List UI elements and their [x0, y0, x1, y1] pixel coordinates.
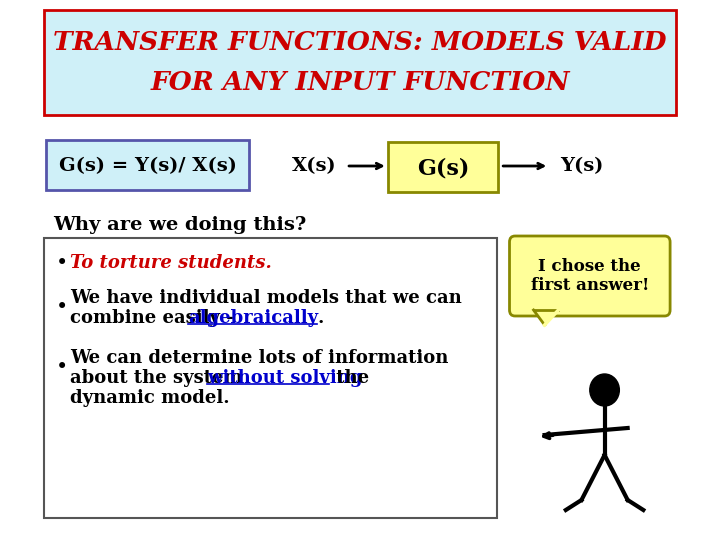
Text: G(s): G(s) [417, 157, 469, 179]
Text: combine easily -: combine easily - [71, 309, 240, 327]
Text: algebraically: algebraically [189, 309, 318, 327]
Text: TRANSFER FUNCTIONS: MODELS VALID: TRANSFER FUNCTIONS: MODELS VALID [53, 30, 667, 55]
Text: without solving: without solving [207, 369, 362, 387]
Text: •: • [55, 298, 68, 316]
Text: Why are we doing this?: Why are we doing this? [53, 216, 307, 234]
FancyBboxPatch shape [45, 10, 675, 115]
Text: .: . [318, 309, 324, 327]
FancyBboxPatch shape [45, 238, 497, 518]
FancyBboxPatch shape [510, 236, 670, 316]
Text: Y(s): Y(s) [560, 157, 603, 175]
Circle shape [590, 374, 619, 406]
Polygon shape [534, 310, 559, 325]
Text: We have individual models that we can: We have individual models that we can [71, 289, 462, 307]
Text: dynamic model.: dynamic model. [71, 389, 230, 407]
Text: about the system: about the system [71, 369, 249, 387]
FancyBboxPatch shape [387, 142, 498, 192]
Text: G(s) = Y(s)/ X(s): G(s) = Y(s)/ X(s) [59, 157, 237, 175]
Text: I chose the
first answer!: I chose the first answer! [531, 258, 649, 294]
Text: the: the [330, 369, 369, 387]
Text: We can determine lots of information: We can determine lots of information [71, 349, 449, 367]
Text: X(s): X(s) [292, 157, 336, 175]
Text: •: • [55, 253, 68, 273]
Text: FOR ANY INPUT FUNCTION: FOR ANY INPUT FUNCTION [150, 70, 570, 94]
FancyBboxPatch shape [46, 140, 249, 190]
Text: •: • [55, 359, 68, 377]
Text: To torture students.: To torture students. [71, 254, 272, 272]
